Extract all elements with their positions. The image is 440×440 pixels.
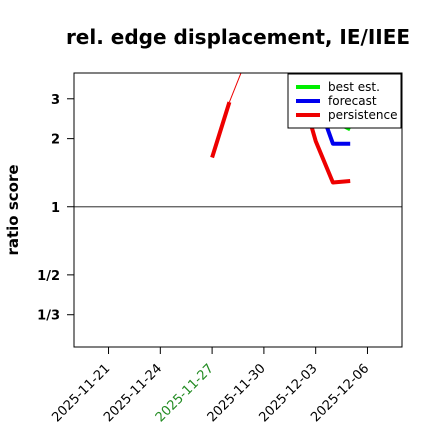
legend-label: persistence <box>328 108 397 122</box>
y-tick-label: 2 <box>51 133 60 148</box>
y-tick-label: 1/3 <box>37 309 60 324</box>
y-tick-label: 1/2 <box>37 269 60 284</box>
plot-frame <box>73 72 403 348</box>
legend-label: forecast <box>328 94 377 108</box>
legend-label: best est. <box>328 80 380 94</box>
axes: 3211/21/32025-11-212025-11-242025-11-272… <box>37 93 372 425</box>
chart-title: rel. edge displacement, IE/IIEE <box>66 25 410 49</box>
y-axis-label: ratio score <box>4 164 22 255</box>
series-line-persistence-segment-3 <box>210 101 232 159</box>
y-tick-label: 1 <box>51 201 60 216</box>
persistence-thin-line <box>228 73 242 103</box>
y-tick-label: 3 <box>51 93 60 108</box>
